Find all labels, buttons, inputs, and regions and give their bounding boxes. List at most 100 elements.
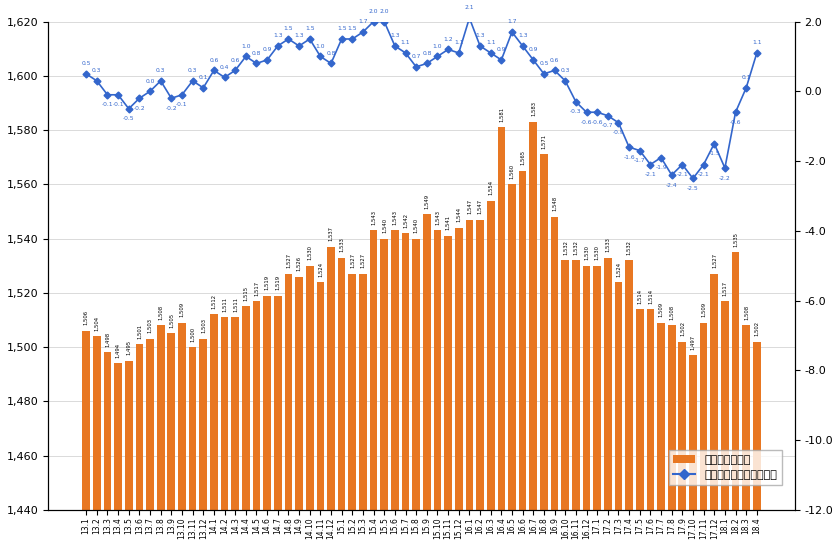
Text: 1,515: 1,515: [244, 286, 249, 301]
Text: 1,519: 1,519: [265, 275, 270, 290]
Text: -0.1: -0.1: [176, 103, 188, 108]
Text: 0.3: 0.3: [560, 68, 570, 73]
Text: 1.1: 1.1: [454, 40, 464, 45]
Text: 1,500: 1,500: [190, 327, 195, 342]
Text: 1,540: 1,540: [413, 218, 418, 233]
Bar: [146, 339, 154, 546]
Text: 1,540: 1,540: [381, 218, 386, 233]
Text: 1,501: 1,501: [137, 324, 142, 339]
Bar: [455, 228, 463, 546]
Text: -2.4: -2.4: [666, 183, 678, 188]
Text: 1,541: 1,541: [445, 215, 450, 230]
Bar: [529, 122, 537, 546]
Text: -0.6: -0.6: [730, 120, 741, 125]
Text: 0.5: 0.5: [81, 61, 91, 66]
Bar: [551, 217, 559, 546]
Bar: [157, 325, 165, 546]
Bar: [625, 260, 633, 546]
Bar: [519, 171, 527, 546]
Text: 1,508: 1,508: [158, 305, 163, 320]
Text: 1,533: 1,533: [606, 237, 611, 252]
Bar: [338, 258, 345, 546]
Text: -1.7: -1.7: [634, 158, 646, 163]
Bar: [657, 323, 664, 546]
Text: 1,509: 1,509: [180, 302, 185, 317]
Bar: [433, 230, 441, 546]
Bar: [636, 309, 643, 546]
Text: 1.1: 1.1: [752, 40, 762, 45]
Text: 1.1: 1.1: [401, 40, 411, 45]
Bar: [721, 301, 729, 546]
Text: 1,554: 1,554: [488, 180, 493, 195]
Bar: [360, 274, 367, 546]
Text: 1,543: 1,543: [435, 210, 440, 225]
Text: 1.2: 1.2: [444, 37, 453, 42]
Bar: [647, 309, 654, 546]
Text: 1.3: 1.3: [518, 33, 528, 38]
Bar: [540, 155, 548, 546]
Bar: [328, 247, 335, 546]
Text: 1,511: 1,511: [233, 296, 238, 312]
Text: 1,503: 1,503: [148, 318, 153, 334]
Text: 1,542: 1,542: [403, 212, 408, 228]
Bar: [476, 219, 484, 546]
Text: 1,524: 1,524: [318, 262, 323, 276]
Bar: [242, 306, 249, 546]
Text: 1.1: 1.1: [486, 40, 496, 45]
Text: 1,530: 1,530: [584, 245, 589, 260]
Text: -0.5: -0.5: [123, 116, 134, 121]
Bar: [508, 185, 516, 546]
Text: 1.3: 1.3: [294, 33, 304, 38]
Text: 1,543: 1,543: [392, 210, 397, 225]
Bar: [583, 266, 591, 546]
Text: 1,532: 1,532: [574, 240, 579, 255]
Text: 1.5: 1.5: [348, 26, 357, 31]
Bar: [221, 317, 228, 546]
Text: 0.7: 0.7: [412, 54, 421, 59]
Text: 1,505: 1,505: [169, 313, 174, 328]
Text: 1,502: 1,502: [754, 321, 759, 336]
Text: 0.6: 0.6: [230, 58, 240, 63]
Bar: [465, 219, 473, 546]
Text: 1.0: 1.0: [433, 44, 442, 49]
Text: 1,530: 1,530: [595, 245, 600, 260]
Bar: [412, 239, 420, 546]
Bar: [349, 274, 356, 546]
Bar: [306, 266, 313, 546]
Text: 1,532: 1,532: [563, 240, 568, 255]
Text: 1,519: 1,519: [276, 275, 281, 290]
Text: 1,530: 1,530: [307, 245, 312, 260]
Text: 0.6: 0.6: [550, 58, 559, 63]
Text: 1,535: 1,535: [733, 232, 738, 247]
Text: 1,571: 1,571: [542, 134, 547, 149]
Text: 0.9: 0.9: [496, 48, 506, 52]
Text: 1,527: 1,527: [360, 253, 365, 269]
Text: 1,527: 1,527: [711, 253, 717, 269]
Text: 0.9: 0.9: [262, 48, 272, 52]
Text: -2.5: -2.5: [687, 186, 699, 191]
Text: 1.5: 1.5: [337, 26, 346, 31]
Text: 1,509: 1,509: [701, 302, 706, 317]
Text: 1.0: 1.0: [241, 44, 250, 49]
Text: 1,583: 1,583: [531, 102, 536, 116]
Bar: [263, 295, 271, 546]
Text: 1,517: 1,517: [722, 281, 727, 295]
Text: 1,565: 1,565: [520, 150, 525, 165]
Bar: [103, 353, 111, 546]
Bar: [231, 317, 239, 546]
Bar: [572, 260, 580, 546]
Bar: [444, 236, 452, 546]
Bar: [753, 342, 761, 546]
Text: 1,581: 1,581: [499, 107, 504, 122]
Bar: [561, 260, 569, 546]
Legend: 平均時給（円）, 前年同月比増減率（％）: 平均時給（円）, 前年同月比増減率（％）: [669, 450, 781, 485]
Text: 0.9: 0.9: [528, 48, 538, 52]
Text: 1,532: 1,532: [627, 240, 632, 255]
Bar: [285, 274, 292, 546]
Text: 1,560: 1,560: [510, 164, 514, 179]
Text: 1,537: 1,537: [328, 226, 333, 241]
Bar: [711, 274, 718, 546]
Text: 1,503: 1,503: [201, 318, 206, 334]
Text: -2.1: -2.1: [644, 172, 656, 177]
Text: -1.6: -1.6: [623, 155, 635, 160]
